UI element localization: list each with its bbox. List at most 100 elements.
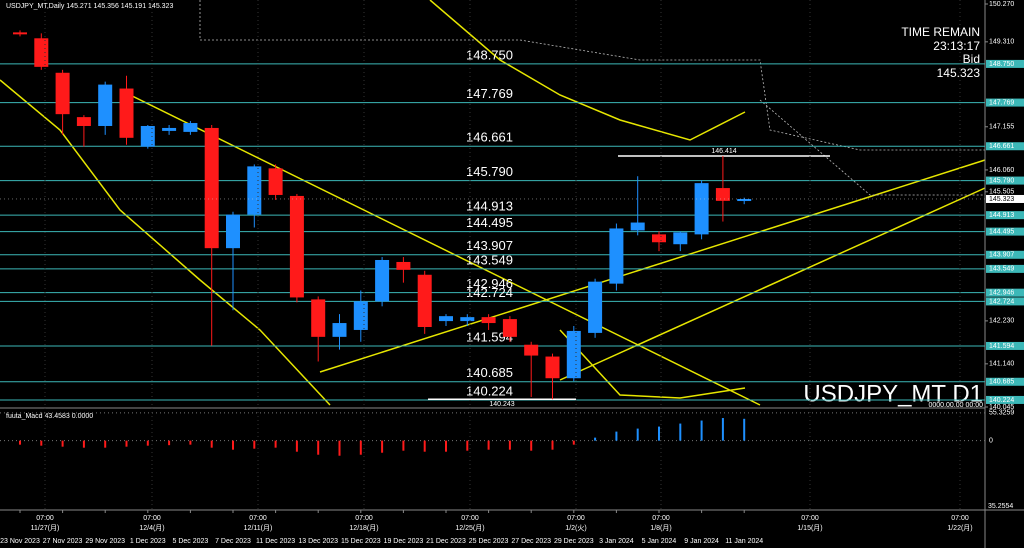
axis-level-label: 141.594 bbox=[989, 343, 1014, 350]
candle-body bbox=[332, 323, 347, 337]
axis-level-box bbox=[986, 176, 1024, 185]
candle-body bbox=[673, 232, 688, 245]
level-label: 144.913 bbox=[466, 199, 513, 214]
axis-level-label: 142.724 bbox=[989, 298, 1014, 305]
x-tick-label: 9 Jan 2024 bbox=[684, 538, 719, 545]
candle-body bbox=[204, 127, 219, 249]
x-tick-label: 1 Dec 2023 bbox=[130, 538, 166, 545]
candle-body bbox=[311, 299, 326, 337]
candle-body bbox=[694, 183, 709, 235]
axis-level-box bbox=[986, 142, 1024, 151]
level-label: 142.946 bbox=[466, 276, 513, 291]
level-label: 140.224 bbox=[466, 383, 513, 398]
axis-level-box bbox=[986, 377, 1024, 386]
bid-axis-label: 145.323 bbox=[989, 196, 1014, 203]
axis-level-label: 148.750 bbox=[989, 61, 1014, 68]
candle-body bbox=[609, 228, 624, 284]
symbol-label: USDJPY_MT D1 bbox=[803, 380, 983, 407]
x-tick-label: 5 Jan 2024 bbox=[642, 538, 677, 545]
cloud-edge bbox=[759, 99, 985, 196]
level-label: 148.750 bbox=[466, 47, 513, 62]
macd-min-label: 35.2554 bbox=[988, 503, 1013, 510]
candle-body bbox=[247, 166, 262, 215]
candle-body bbox=[737, 198, 752, 202]
axis-level-box bbox=[986, 98, 1024, 107]
y-tick-label: 149.310 bbox=[989, 39, 1014, 46]
x-tick-label: 11 Jan 2024 bbox=[725, 538, 763, 545]
x-tick-label: 7 Dec 2023 bbox=[215, 538, 251, 545]
axis-level-box bbox=[986, 211, 1024, 220]
axis-level-label: 140.685 bbox=[989, 379, 1014, 386]
candle-body bbox=[630, 222, 645, 231]
y-tick-label: 146.060 bbox=[989, 167, 1014, 174]
session-date: 1/8(月) bbox=[650, 524, 671, 532]
candle-body bbox=[13, 32, 27, 35]
candle-body bbox=[162, 127, 177, 131]
marker-label: 146.414 bbox=[711, 148, 736, 155]
axis-level-box bbox=[986, 250, 1024, 259]
candle-body bbox=[76, 117, 91, 126]
candle-body bbox=[289, 195, 304, 298]
session-date: 11/27(月) bbox=[31, 524, 60, 532]
axis-level-label: 143.549 bbox=[989, 266, 1014, 273]
session-time: 07:00 bbox=[355, 515, 373, 522]
session-time: 07:00 bbox=[461, 515, 479, 522]
band-line bbox=[429, 0, 746, 141]
axis-level-box bbox=[986, 395, 1024, 404]
bid-box bbox=[986, 194, 1024, 203]
chart-title: USDJPY_MT,Daily 145.271 145.356 145.191 … bbox=[6, 3, 173, 10]
axis-level-box bbox=[986, 288, 1024, 297]
session-time: 07:00 bbox=[567, 515, 585, 522]
level-label: 145.790 bbox=[466, 164, 513, 179]
level-label: 142.724 bbox=[466, 285, 513, 300]
candle-body bbox=[119, 88, 134, 138]
axis-level-label: 142.946 bbox=[989, 290, 1014, 297]
bid-label: Bid bbox=[963, 52, 980, 66]
candle-body bbox=[715, 188, 730, 201]
level-label: 147.769 bbox=[466, 86, 513, 101]
session-time: 07:00 bbox=[249, 515, 267, 522]
y-tick-label: 142.230 bbox=[989, 318, 1014, 325]
candle-body bbox=[588, 281, 603, 333]
session-date: 12/25(月) bbox=[455, 524, 484, 532]
marker-label: 140.243 bbox=[489, 401, 514, 408]
x-tick-label: 11 Dec 2023 bbox=[256, 538, 295, 545]
x-tick-label: 23 Nov 2023 bbox=[0, 538, 40, 545]
trendline bbox=[119, 89, 761, 406]
axis-level-label: 146.661 bbox=[989, 143, 1014, 150]
x-tick-label: 3 Jan 2024 bbox=[599, 538, 634, 545]
axis-level-label: 144.495 bbox=[989, 228, 1014, 235]
y-tick-label: 145.505 bbox=[989, 189, 1014, 196]
x-tick-label: 27 Nov 2023 bbox=[43, 538, 83, 545]
candle-body bbox=[34, 38, 49, 67]
x-tick-label: 27 Dec 2023 bbox=[511, 538, 551, 545]
session-date: 12/18(月) bbox=[349, 524, 378, 532]
level-label: 144.495 bbox=[466, 215, 513, 230]
trendline bbox=[559, 187, 986, 381]
candle-body bbox=[460, 317, 475, 322]
x-tick-label: 19 Dec 2023 bbox=[384, 538, 424, 545]
candle-body bbox=[439, 316, 453, 322]
session-date: 1/22(月) bbox=[947, 524, 972, 532]
candle-body bbox=[183, 123, 198, 132]
axis-level-label: 145.790 bbox=[989, 177, 1014, 184]
y-tick-label: 150.270 bbox=[989, 1, 1014, 8]
session-time: 07:00 bbox=[143, 515, 161, 522]
x-tick-label: 13 Dec 2023 bbox=[298, 538, 338, 545]
candle-body bbox=[652, 234, 666, 243]
candle-body bbox=[226, 214, 240, 249]
macd-tick-label: 55.3259 bbox=[989, 410, 1014, 417]
axis-level-label: 144.913 bbox=[989, 212, 1014, 219]
x-tick-label: 21 Dec 2023 bbox=[426, 538, 466, 545]
band-line bbox=[559, 329, 746, 399]
axis-level-box bbox=[986, 59, 1024, 68]
macd-tick-label: 0 bbox=[989, 437, 993, 444]
candle-body bbox=[396, 261, 411, 270]
bid-price: 145.323 bbox=[937, 66, 981, 80]
x-tick-label: 29 Dec 2023 bbox=[554, 538, 594, 545]
band-line bbox=[0, 79, 331, 406]
y-tick-label: 141.140 bbox=[989, 361, 1014, 368]
candle-body bbox=[353, 301, 368, 330]
level-label: 143.907 bbox=[466, 238, 513, 253]
candle-body bbox=[417, 274, 432, 327]
